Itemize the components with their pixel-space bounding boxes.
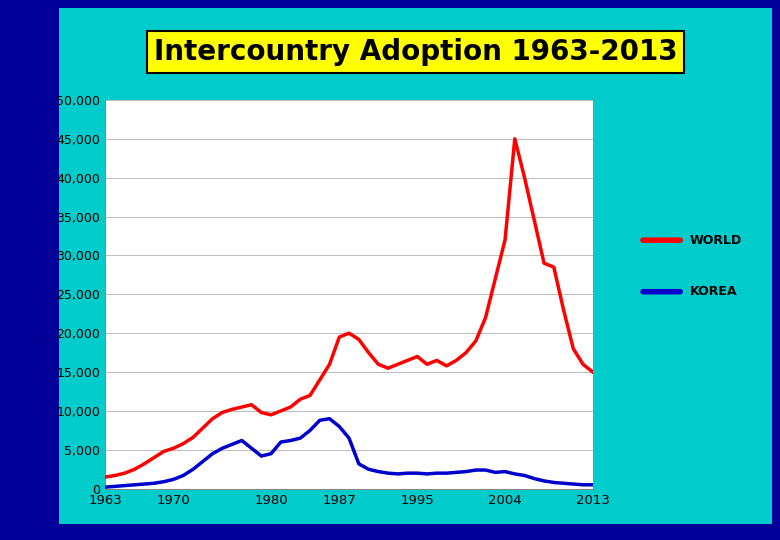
Text: Intercountry Adoption 1963-2013: Intercountry Adoption 1963-2013 [154, 38, 677, 66]
Text: KOREA: KOREA [690, 285, 738, 298]
Text: WORLD: WORLD [690, 234, 743, 247]
